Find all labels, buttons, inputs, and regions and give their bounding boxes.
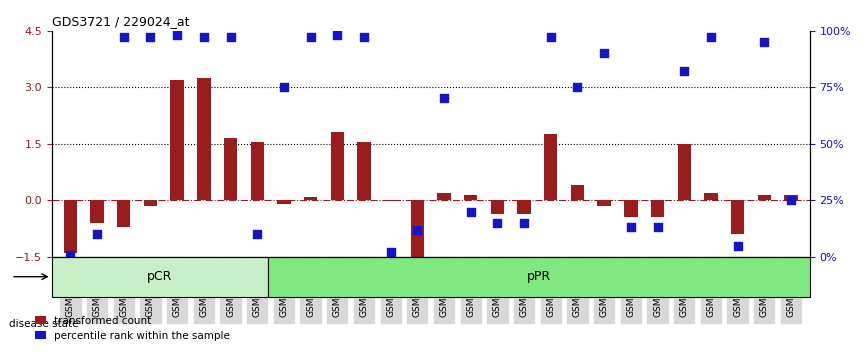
Bar: [571, 185, 585, 200]
FancyBboxPatch shape: [52, 257, 268, 297]
Point: [144, 34, 158, 40]
Legend: transformed count, percentile rank within the sample: transformed count, percentile rank withi…: [31, 312, 234, 345]
Point: [624, 225, 637, 230]
Point: [197, 34, 210, 40]
Point: [250, 232, 264, 237]
Point: [677, 68, 691, 74]
Point: [304, 34, 318, 40]
Bar: [64, 200, 77, 253]
Bar: [90, 200, 104, 223]
Bar: [331, 132, 344, 200]
Bar: [304, 196, 317, 200]
Bar: [437, 193, 450, 200]
Point: [171, 32, 184, 38]
Point: [330, 32, 344, 38]
Bar: [624, 200, 637, 217]
Bar: [544, 134, 558, 200]
Bar: [277, 200, 291, 204]
Point: [437, 96, 451, 101]
Bar: [758, 195, 771, 200]
Bar: [731, 200, 744, 234]
Point: [544, 34, 558, 40]
Text: pPR: pPR: [527, 270, 551, 283]
Bar: [651, 200, 664, 217]
Bar: [410, 200, 424, 257]
Text: GDS3721 / 229024_at: GDS3721 / 229024_at: [52, 15, 190, 28]
Bar: [517, 200, 531, 213]
Bar: [785, 195, 798, 200]
Bar: [144, 200, 157, 206]
Bar: [384, 200, 397, 201]
Point: [117, 34, 131, 40]
Point: [63, 252, 77, 257]
Bar: [250, 142, 264, 200]
Point: [784, 198, 798, 203]
Point: [517, 220, 531, 226]
Text: disease state: disease state: [9, 319, 78, 329]
Point: [357, 34, 371, 40]
Bar: [598, 200, 611, 206]
Bar: [223, 138, 237, 200]
Point: [571, 84, 585, 90]
Bar: [197, 78, 210, 200]
Bar: [171, 80, 184, 200]
Point: [704, 34, 718, 40]
Bar: [491, 200, 504, 213]
Bar: [677, 144, 691, 200]
Bar: [704, 193, 718, 200]
Point: [731, 243, 745, 249]
Point: [277, 84, 291, 90]
Point: [90, 232, 104, 237]
Point: [464, 209, 478, 215]
FancyBboxPatch shape: [268, 257, 810, 297]
Point: [410, 227, 424, 233]
Point: [223, 34, 237, 40]
Point: [650, 225, 664, 230]
Point: [758, 39, 772, 45]
Point: [490, 220, 504, 226]
Text: pCR: pCR: [147, 270, 172, 283]
Bar: [117, 200, 131, 227]
Bar: [464, 195, 477, 200]
Point: [598, 50, 611, 56]
Bar: [358, 142, 371, 200]
Point: [384, 250, 397, 255]
